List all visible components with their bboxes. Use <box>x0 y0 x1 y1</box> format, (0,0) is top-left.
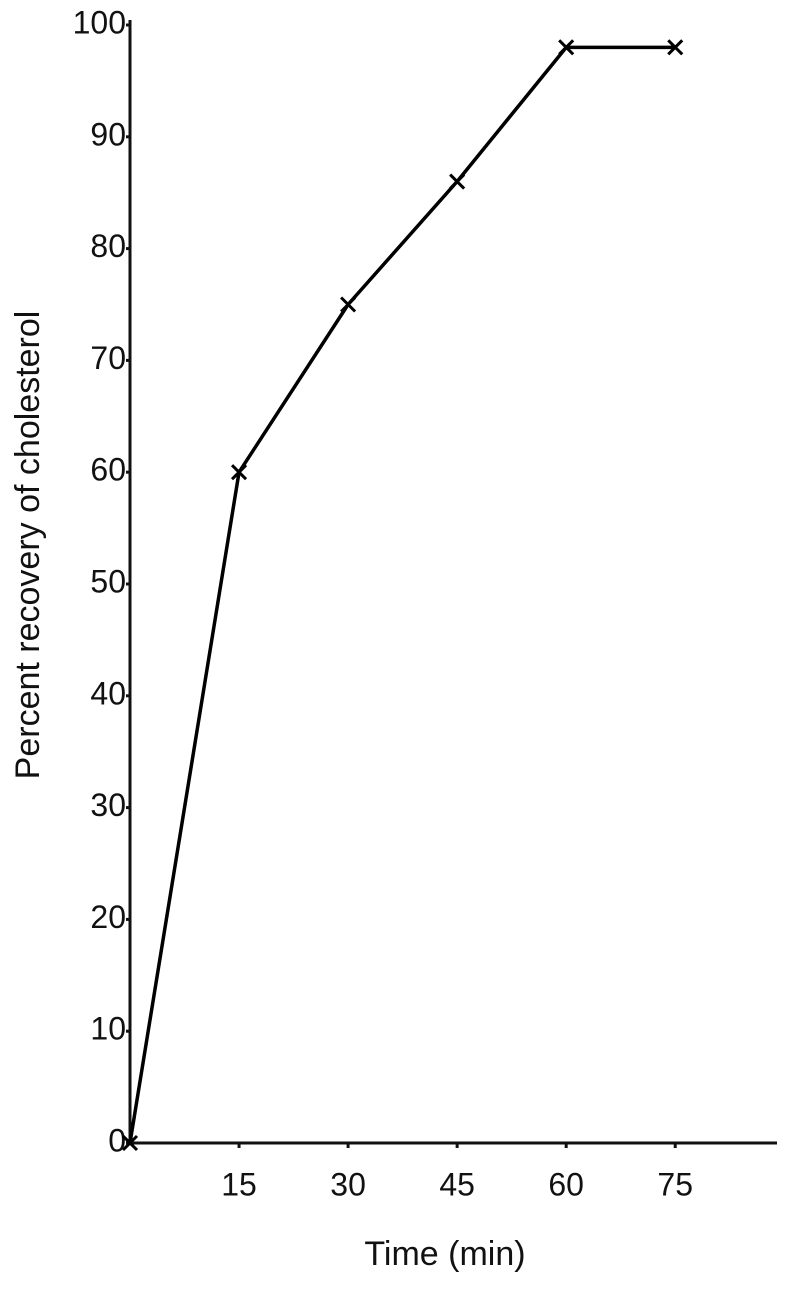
x-tick-label: 15 <box>221 1166 257 1202</box>
y-tick-label: 40 <box>90 675 126 711</box>
point-marker <box>449 173 466 190</box>
y-tick-label: 80 <box>90 228 126 264</box>
y-tick-label: 90 <box>90 116 126 152</box>
y-tick-label: 30 <box>90 787 126 823</box>
y-tick-label: 100 <box>73 4 126 40</box>
data-line <box>128 45 676 1144</box>
point-marker <box>558 39 575 56</box>
y-tick-label: 20 <box>90 899 126 935</box>
y-tick-label: 70 <box>90 340 126 376</box>
x-tick-label: 45 <box>439 1166 475 1202</box>
y-axis-label: Percent recovery of cholesterol <box>9 311 47 780</box>
x-tick-label: 30 <box>330 1166 366 1202</box>
x-tick-label: 60 <box>548 1166 584 1202</box>
y-tick-label: 60 <box>90 452 126 488</box>
point-marker <box>121 1134 139 1152</box>
y-tick-label: 50 <box>90 563 126 599</box>
x-tick-label: 75 <box>657 1166 693 1202</box>
point-marker <box>340 296 357 313</box>
y-tick-label: 10 <box>90 1011 126 1047</box>
point-marker <box>230 464 248 481</box>
x-axis-label: Time (min) <box>364 1235 525 1273</box>
point-marker <box>667 39 684 56</box>
y-tick-label: 0 <box>108 1122 126 1158</box>
